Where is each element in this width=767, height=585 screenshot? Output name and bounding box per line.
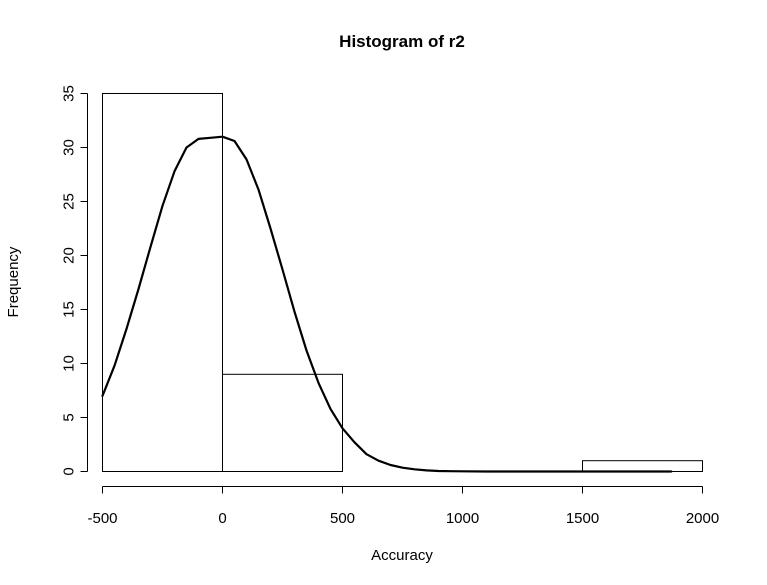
y-tick-label-0: 0 [61, 467, 78, 475]
histogram-bar-4 [582, 460, 703, 473]
histogram-bars [102, 93, 703, 473]
x-tick-label-3: 1000 [446, 510, 479, 527]
y-tick-label-6: 30 [61, 139, 78, 156]
histogram-bar-0 [102, 93, 223, 472]
density-curve-group [101, 135, 673, 473]
x-tick-label-0: -500 [87, 510, 117, 527]
y-axis: 0 5 10 15 20 25 30 35 [61, 85, 88, 476]
y-axis-label: Frequency [5, 246, 22, 317]
chart-title: Histogram of r2 [339, 32, 465, 51]
y-tick-label-3: 15 [61, 301, 78, 318]
x-axis: -500 0 500 1000 1500 2000 [87, 486, 719, 527]
density-curve [101, 135, 673, 473]
x-tick-label-4: 1500 [566, 510, 599, 527]
y-tick-label-4: 20 [61, 247, 78, 264]
histogram-bar-1 [222, 373, 343, 472]
y-tick-label-5: 25 [61, 193, 78, 210]
y-tick-label-2: 10 [61, 355, 78, 372]
y-tick-label-7: 35 [61, 85, 78, 102]
x-tick-label-1: 0 [218, 510, 226, 527]
x-tick-label-5: 2000 [686, 510, 719, 527]
y-tick-label-1: 5 [61, 413, 78, 421]
x-axis-label: Accuracy [371, 547, 433, 564]
x-tick-label-2: 500 [330, 510, 355, 527]
